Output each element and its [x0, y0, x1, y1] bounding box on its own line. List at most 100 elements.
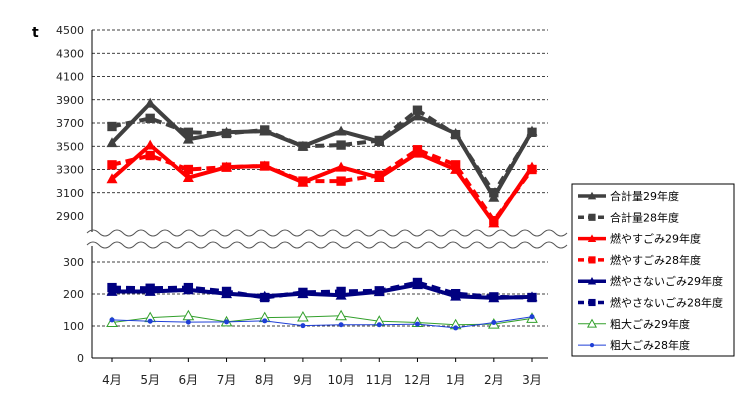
data-point	[182, 309, 195, 321]
x-tick-label: 10月	[327, 373, 354, 387]
data-point	[106, 173, 118, 184]
data-point	[491, 319, 497, 325]
series-line	[111, 108, 534, 195]
data-point	[588, 256, 596, 264]
y-tick-label: 200	[63, 288, 84, 301]
y-axis-ticks: 2900 3100 3300 3500 3700 3900 4100 4300 4500 0 100…	[56, 24, 84, 365]
axes	[91, 30, 548, 359]
data-point	[221, 162, 232, 172]
data-point	[489, 188, 499, 198]
x-tick-label: 4月	[102, 373, 122, 387]
data-point	[527, 127, 537, 137]
series	[106, 97, 538, 202]
data-point	[587, 191, 597, 200]
x-tick-label: 2月	[484, 373, 504, 387]
data-point	[144, 139, 156, 150]
x-tick-label: 7月	[217, 373, 237, 387]
data-point	[297, 311, 309, 322]
data-point	[589, 343, 595, 348]
data-point	[412, 105, 423, 115]
series-line	[111, 316, 533, 329]
data-point	[145, 150, 155, 161]
legend-entry: 燃やさないごみ28年度	[578, 296, 723, 310]
data-point	[144, 97, 156, 108]
series-layer	[106, 97, 538, 331]
data-point	[587, 234, 597, 242]
data-point	[224, 319, 230, 325]
y-tick-label: 4500	[56, 24, 84, 37]
data-point	[527, 292, 537, 303]
series	[107, 145, 537, 226]
data-point	[145, 113, 155, 124]
y-tick-label: 3900	[56, 94, 84, 107]
legend-label: 合計量29年度	[610, 189, 679, 203]
data-point	[588, 298, 596, 307]
series	[106, 139, 538, 228]
data-point	[527, 164, 537, 175]
data-point	[185, 319, 191, 325]
data-point	[412, 145, 423, 155]
data-point	[489, 292, 499, 302]
data-point	[374, 170, 384, 180]
x-tick-label: 11月	[366, 373, 393, 387]
data-point	[411, 110, 423, 121]
x-tick-label: 9月	[293, 373, 313, 387]
data-point	[298, 176, 308, 186]
y-tick-label: 100	[63, 320, 84, 333]
data-point	[335, 125, 347, 136]
series-line	[111, 280, 533, 300]
data-point	[374, 286, 384, 296]
data-point	[489, 215, 499, 226]
break-line-bottom	[86, 241, 568, 249]
legend-label: 燃やさないごみ29年度	[610, 274, 723, 288]
data-point	[107, 282, 117, 293]
y-unit-label: t	[32, 25, 39, 41]
data-point	[450, 129, 461, 140]
data-point	[221, 286, 232, 297]
series-line	[110, 143, 534, 225]
data-point	[588, 213, 596, 221]
data-point	[450, 289, 461, 299]
y-tick-label: 3500	[56, 140, 84, 153]
data-point	[412, 277, 423, 288]
data-point	[183, 164, 194, 175]
break-line-top	[86, 229, 568, 237]
x-tick-label: 12月	[404, 373, 431, 387]
data-point	[106, 137, 118, 148]
x-tick-label: 6月	[179, 373, 199, 387]
data-point	[587, 277, 597, 285]
legend-entry: 粗大ごみ28年度	[578, 338, 690, 352]
data-point	[260, 125, 270, 135]
data-point	[450, 160, 461, 170]
data-point	[109, 317, 115, 323]
axis-break-mark	[86, 229, 568, 249]
data-point	[374, 135, 384, 146]
data-point	[107, 160, 117, 170]
y-tick-label: 2900	[56, 210, 84, 223]
x-tick-label: 5月	[140, 373, 160, 387]
legend-label: 燃やすごみ28年度	[610, 253, 701, 267]
data-point	[338, 322, 344, 328]
x-tick-label: 1月	[446, 373, 466, 387]
data-point	[453, 325, 459, 331]
series	[107, 277, 537, 303]
legend-label: 燃やさないごみ28年度	[610, 296, 723, 310]
data-point	[336, 176, 346, 186]
x-tick-label: 8月	[255, 373, 275, 387]
data-point	[145, 283, 155, 293]
data-point	[262, 318, 268, 324]
data-point	[376, 322, 382, 328]
x-axis-ticks: 4月 5月 6月 7月 8月 9月 10月 11月 12月 1月 2月 3月	[102, 358, 542, 387]
data-point	[221, 128, 232, 139]
data-point	[182, 133, 194, 144]
data-point	[529, 314, 535, 320]
legend-label: 粗大ごみ28年度	[610, 338, 690, 352]
data-point	[586, 318, 598, 328]
series	[109, 314, 535, 331]
data-point	[298, 287, 308, 298]
data-point	[147, 318, 153, 324]
data-point	[414, 321, 420, 327]
series-line	[111, 315, 533, 326]
data-point	[335, 309, 347, 321]
